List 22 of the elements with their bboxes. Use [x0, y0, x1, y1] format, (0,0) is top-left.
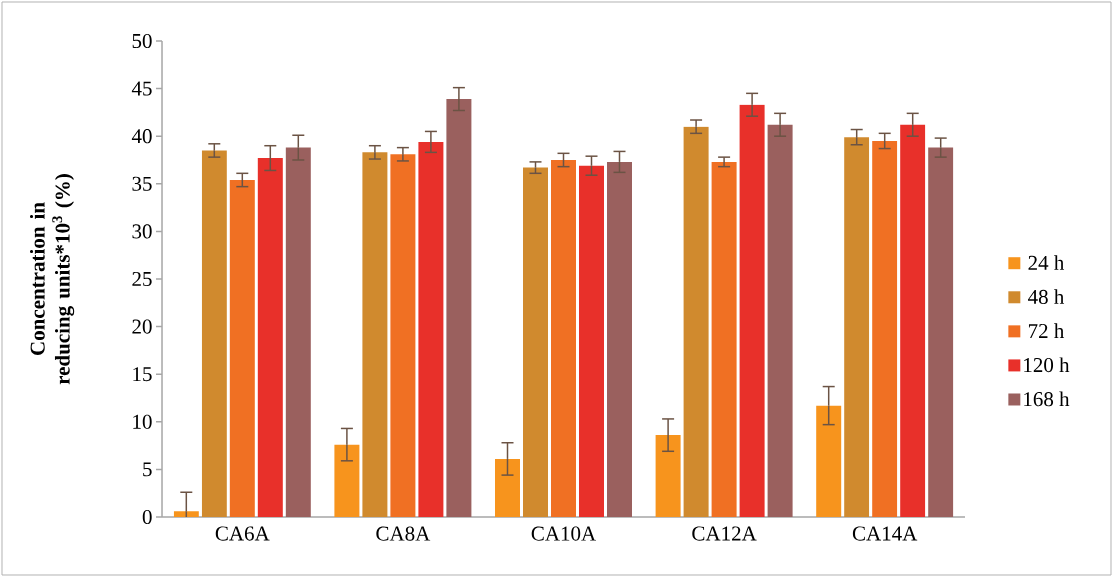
x-tick-label: CA12A	[692, 526, 757, 541]
y-tick-label: 10	[133, 414, 152, 429]
y-tick-label: 5	[143, 462, 152, 477]
y-tick-label: 30	[132, 224, 152, 239]
y-tick-label: 0	[142, 509, 152, 525]
y-axis-title: Concentration in reducing units*10$^{3}$ (%)	[29, 174, 75, 385]
x-tick-label: CA10A	[531, 526, 597, 541]
legend-label: 24 h	[1028, 255, 1065, 270]
x-tick-label: CA6A	[215, 526, 270, 541]
x-tick-label: CA14A	[852, 526, 918, 541]
y-tick-label: 15	[133, 367, 152, 382]
y-tick-label: 20	[132, 319, 152, 334]
y-tick-label: 50	[132, 33, 152, 49]
y-tick-label: 40	[131, 129, 152, 144]
legend-label: 168 h	[1024, 391, 1070, 407]
y-tick-label: 45	[131, 81, 152, 96]
x-tick-label: CA8A	[376, 526, 431, 541]
legend-label: 72 h	[1028, 323, 1065, 338]
legend-label: 120 h	[1024, 357, 1070, 373]
y-tick-label: 35	[132, 176, 152, 191]
y-tick-label: 25	[132, 271, 152, 287]
legend-label: 48 h	[1028, 289, 1065, 305]
